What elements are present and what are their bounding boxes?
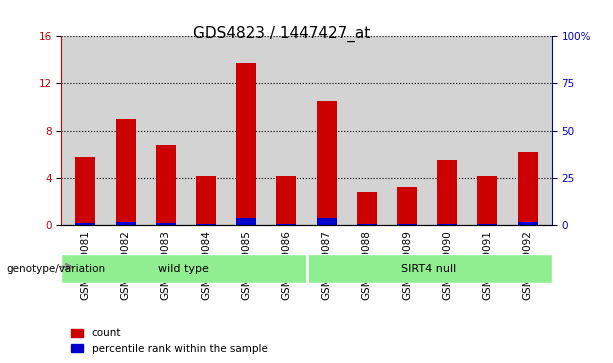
Bar — [156, 223, 176, 225]
Text: wild type: wild type — [159, 264, 209, 274]
Bar — [397, 224, 417, 225]
Bar — [437, 160, 457, 225]
Bar — [437, 224, 457, 225]
Bar — [75, 223, 96, 225]
Text: GDS4823 / 1447427_at: GDS4823 / 1447427_at — [193, 25, 371, 42]
Bar — [316, 219, 337, 225]
Bar — [156, 145, 176, 225]
Bar — [75, 157, 96, 225]
Legend: count, percentile rank within the sample: count, percentile rank within the sample — [66, 324, 272, 358]
Bar — [276, 176, 297, 225]
FancyBboxPatch shape — [306, 254, 552, 283]
Bar — [478, 176, 497, 225]
Bar — [116, 222, 135, 225]
Bar — [517, 152, 538, 225]
Bar — [357, 192, 377, 225]
Bar — [196, 224, 216, 225]
Bar — [357, 224, 377, 225]
Bar — [276, 224, 297, 225]
Bar — [196, 176, 216, 225]
Bar — [478, 224, 497, 225]
Bar — [517, 222, 538, 225]
Bar — [316, 101, 337, 225]
Bar — [236, 64, 256, 225]
Bar — [116, 119, 135, 225]
FancyBboxPatch shape — [61, 254, 306, 283]
Bar — [236, 217, 256, 225]
Text: genotype/variation: genotype/variation — [6, 264, 105, 274]
Bar — [397, 187, 417, 225]
Text: SIRT4 null: SIRT4 null — [402, 264, 457, 274]
